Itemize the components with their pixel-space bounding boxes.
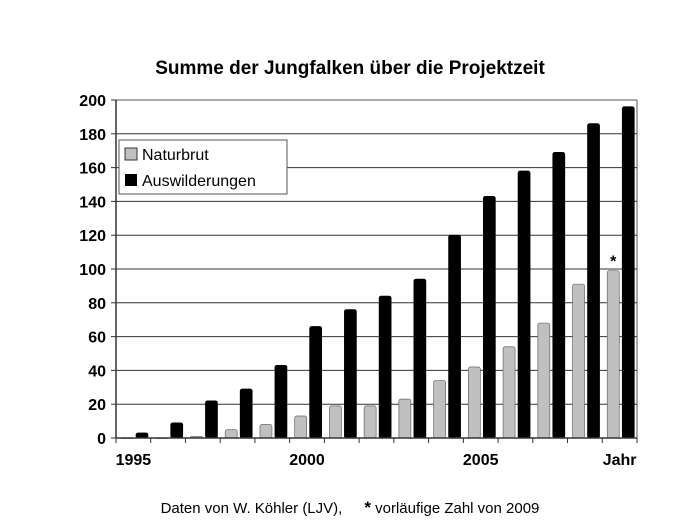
bar-naturbrut-2003 bbox=[398, 398, 412, 439]
y-tick-label: 60 bbox=[88, 330, 106, 347]
bar-auswilderungen-2007 bbox=[552, 152, 566, 439]
bar-auswilderungen-2009 bbox=[621, 106, 635, 439]
bar-naturbrut-2006 bbox=[502, 346, 516, 439]
y-tick-label: 80 bbox=[88, 296, 106, 313]
y-tick-label: 160 bbox=[79, 161, 106, 178]
bar-naturbrut-2009 bbox=[606, 270, 620, 439]
bar-auswilderungen-1998 bbox=[239, 388, 253, 439]
y-tick-label: 40 bbox=[88, 363, 106, 380]
bar-naturbrut-2004 bbox=[433, 380, 446, 439]
bar-naturbrut-1998 bbox=[224, 429, 238, 439]
y-tick-label: 200 bbox=[79, 93, 106, 110]
bar-auswilderungen-2003 bbox=[413, 278, 427, 439]
x-tick-label: 2005 bbox=[463, 452, 499, 469]
bar-naturbrut-1999 bbox=[259, 424, 273, 439]
y-tick-label: 120 bbox=[79, 228, 106, 245]
bar-naturbrut-2005 bbox=[467, 366, 481, 439]
caption-star: * bbox=[364, 498, 371, 517]
bar-naturbrut-2007 bbox=[537, 322, 551, 439]
bar-auswilderungen-2008 bbox=[587, 123, 600, 439]
legend-swatch-naturbrut bbox=[124, 147, 138, 161]
bar-auswilderungen-2004 bbox=[448, 234, 461, 439]
y-tick-label: 0 bbox=[97, 431, 106, 448]
y-tick-label: 20 bbox=[88, 397, 106, 414]
bar-naturbrut-2001 bbox=[329, 405, 342, 439]
bar-auswilderungen-2002 bbox=[378, 295, 392, 439]
bar-auswilderungen-1999 bbox=[274, 364, 288, 439]
caption-source: Daten von W. Köhler (LJV), bbox=[160, 500, 343, 517]
bar-auswilderungen-1995 bbox=[135, 432, 149, 439]
legend-swatch-auswilderungen bbox=[125, 174, 137, 186]
bar-naturbrut-2000 bbox=[294, 415, 308, 439]
y-tick-label: 100 bbox=[79, 262, 106, 279]
bar-auswilderungen-2006 bbox=[517, 170, 531, 439]
bar-naturbrut-2002 bbox=[363, 405, 377, 439]
chart-caption: Daten von W. Köhler (LJV), * vorläufige Z… bbox=[0, 498, 700, 518]
bar-auswilderungen-2005 bbox=[482, 195, 496, 439]
bar-auswilderungen-2000 bbox=[309, 326, 323, 439]
annotation-star: * bbox=[610, 254, 617, 271]
x-axis-label: Jahr bbox=[603, 452, 637, 469]
chart-title: Summe der Jungfalken über die Projektzei… bbox=[155, 58, 545, 79]
legend-label-auswilderungen: Auswilderungen bbox=[142, 173, 256, 190]
bar-auswilderungen-1996 bbox=[170, 422, 184, 439]
bar-auswilderungen-1997 bbox=[205, 400, 218, 439]
y-tick-label: 180 bbox=[79, 127, 106, 144]
bar-naturbrut-2008 bbox=[572, 283, 585, 439]
bar-auswilderungen-2001 bbox=[344, 309, 357, 439]
legend: Naturbrut Auswilderungen bbox=[118, 139, 288, 195]
legend-label-naturbrut: Naturbrut bbox=[142, 147, 209, 164]
y-tick-label: 140 bbox=[79, 194, 106, 211]
x-tick-label: 2000 bbox=[289, 452, 325, 469]
caption-note: vorläufige Zahl von 2009 bbox=[375, 500, 540, 517]
x-tick-label: 1995 bbox=[116, 452, 152, 469]
